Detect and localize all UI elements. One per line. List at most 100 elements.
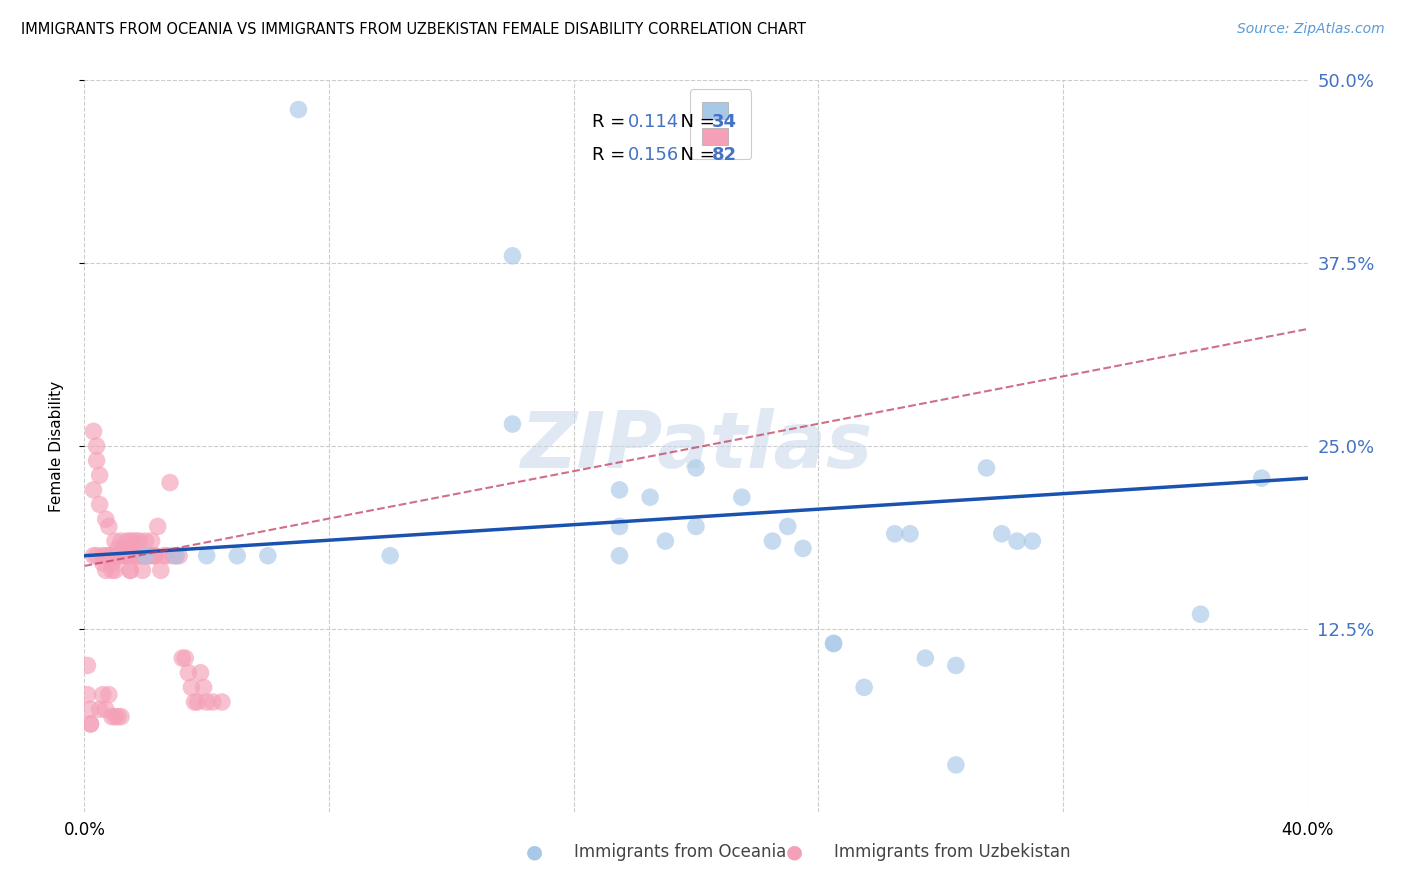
Point <box>257 549 280 563</box>
Point <box>159 475 181 490</box>
Point <box>122 534 145 549</box>
Point <box>761 534 783 549</box>
Point <box>128 534 150 549</box>
Point <box>945 658 967 673</box>
Point <box>167 549 190 563</box>
Point <box>792 541 814 556</box>
Point <box>125 549 148 563</box>
Point <box>186 695 208 709</box>
Point <box>165 549 187 563</box>
Point <box>94 512 117 526</box>
Point <box>120 563 142 577</box>
Point <box>153 549 176 563</box>
Point <box>823 636 845 650</box>
Point <box>107 541 129 556</box>
Point <box>149 563 172 577</box>
Point <box>183 695 205 709</box>
Point <box>131 549 153 563</box>
Text: IMMIGRANTS FROM OCEANIA VS IMMIGRANTS FROM UZBEKISTAN FEMALE DISABILITY CORRELAT: IMMIGRANTS FROM OCEANIA VS IMMIGRANTS FR… <box>21 22 806 37</box>
Point <box>141 534 163 549</box>
Text: ●: ● <box>526 842 543 862</box>
Legend: , : , <box>690 89 751 160</box>
Point <box>94 563 117 577</box>
Point <box>83 425 105 439</box>
Y-axis label: Female Disability: Female Disability <box>49 380 63 512</box>
Point <box>97 549 120 563</box>
Point <box>609 519 631 533</box>
Point <box>89 702 111 716</box>
Point <box>91 549 114 563</box>
Point <box>135 534 157 549</box>
Point <box>110 709 132 723</box>
Point <box>1250 471 1272 485</box>
Text: Immigrants from Oceania: Immigrants from Oceania <box>574 843 786 861</box>
Point <box>380 549 402 563</box>
Point <box>180 681 202 695</box>
Point <box>502 249 524 263</box>
Text: 82: 82 <box>711 146 737 164</box>
Point <box>638 490 661 504</box>
Text: Immigrants from Uzbekistan: Immigrants from Uzbekistan <box>834 843 1070 861</box>
Point <box>287 103 309 117</box>
Point <box>914 651 936 665</box>
Point <box>94 549 117 563</box>
Point <box>89 468 111 483</box>
Point <box>502 417 524 431</box>
Point <box>1005 534 1028 549</box>
Text: 0.156: 0.156 <box>627 146 679 164</box>
Point <box>1189 607 1212 622</box>
Point <box>125 534 148 549</box>
Point <box>190 665 212 680</box>
Point <box>104 534 127 549</box>
Text: ●: ● <box>786 842 803 862</box>
Point <box>101 549 124 563</box>
Text: N =: N = <box>669 113 720 131</box>
Point <box>89 498 111 512</box>
Point <box>195 549 218 563</box>
Text: Source: ZipAtlas.com: Source: ZipAtlas.com <box>1237 22 1385 37</box>
Point <box>94 702 117 716</box>
Point <box>131 563 153 577</box>
Point <box>776 519 799 533</box>
Point <box>195 695 218 709</box>
Point <box>122 549 145 563</box>
Point <box>97 519 120 533</box>
Point <box>823 636 845 650</box>
Text: N =: N = <box>669 146 720 164</box>
Point <box>79 702 101 716</box>
Point <box>83 483 105 497</box>
Point <box>128 549 150 563</box>
Point <box>174 651 197 665</box>
Text: 34: 34 <box>711 113 737 131</box>
Point <box>883 526 905 541</box>
Point <box>991 526 1014 541</box>
Point <box>138 549 160 563</box>
Point <box>146 519 169 533</box>
Point <box>91 688 114 702</box>
Point <box>120 563 142 577</box>
Point <box>86 549 108 563</box>
Point <box>143 549 166 563</box>
Point <box>976 461 998 475</box>
Point <box>226 549 249 563</box>
Point <box>731 490 754 504</box>
Point <box>107 549 129 563</box>
Point <box>172 651 194 665</box>
Point <box>107 709 129 723</box>
Point <box>104 709 127 723</box>
Point <box>76 658 98 673</box>
Point <box>141 549 163 563</box>
Point <box>79 717 101 731</box>
Point <box>110 549 132 563</box>
Text: 0.114: 0.114 <box>627 113 679 131</box>
Point <box>112 541 135 556</box>
Point <box>115 534 138 549</box>
Point <box>162 549 184 563</box>
Point <box>104 563 127 577</box>
Point <box>211 695 233 709</box>
Point <box>177 665 200 680</box>
Point <box>898 526 921 541</box>
Point <box>685 519 707 533</box>
Point <box>609 549 631 563</box>
Point <box>91 556 114 570</box>
